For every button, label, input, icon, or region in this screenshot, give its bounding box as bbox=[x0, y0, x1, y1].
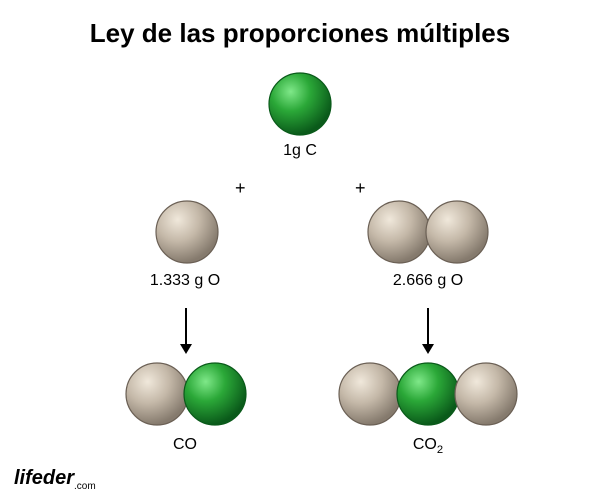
page-title: Ley de las proporciones múltiples bbox=[0, 18, 600, 49]
co-label: CO bbox=[155, 436, 215, 454]
oxygen-atom-right-1 bbox=[367, 200, 431, 264]
watermark-text: lifeder bbox=[14, 467, 74, 489]
co2-carbon bbox=[396, 362, 460, 426]
co-carbon bbox=[183, 362, 247, 426]
carbon-atom-top bbox=[268, 72, 332, 136]
co2-label: CO2 bbox=[398, 436, 458, 456]
co2-oxygen-1 bbox=[338, 362, 402, 426]
oxygen-atom-left bbox=[155, 200, 219, 264]
co2-sub: 2 bbox=[437, 444, 443, 456]
plus-right: + bbox=[355, 178, 366, 199]
co2-oxygen-2 bbox=[454, 362, 518, 426]
oxygen-left-label: 1.333 g O bbox=[125, 272, 245, 290]
oxygen-atom-right-2 bbox=[425, 200, 489, 264]
co2-base: CO bbox=[413, 436, 437, 453]
watermark-sub: .com bbox=[74, 481, 96, 492]
co-oxygen bbox=[125, 362, 189, 426]
watermark: lifeder.com bbox=[14, 467, 96, 492]
arrow-right bbox=[418, 306, 438, 356]
plus-left: + bbox=[235, 178, 246, 199]
oxygen-right-label: 2.666 g O bbox=[368, 272, 488, 290]
arrow-left bbox=[176, 306, 196, 356]
carbon-top-label: 1g C bbox=[260, 142, 340, 160]
